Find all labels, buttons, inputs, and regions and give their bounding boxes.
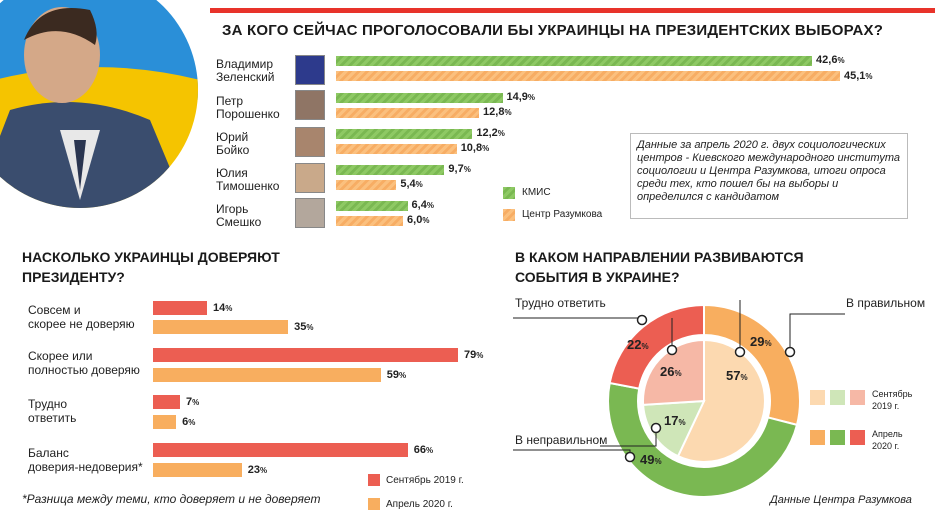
legend-swatch-apr-right bbox=[810, 430, 825, 445]
trust-footnote: *Разница между теми, кто доверяет и не д… bbox=[22, 492, 321, 506]
category-label-wrong: В неправильном bbox=[515, 433, 608, 447]
bar-kmis bbox=[336, 129, 473, 139]
value-label: 6,0% bbox=[407, 214, 430, 226]
bar-sept-2019 bbox=[153, 348, 458, 362]
marker-dot bbox=[636, 314, 648, 326]
value-label: 9,7% bbox=[448, 163, 471, 175]
value-label: 10,8% bbox=[460, 142, 490, 154]
slice-label: 22% bbox=[627, 337, 649, 352]
candidate-photo bbox=[295, 127, 325, 157]
bar-sept-2019 bbox=[153, 395, 181, 409]
slice-label: 29% bbox=[750, 334, 772, 349]
donut-slice-outer-2 bbox=[608, 303, 705, 390]
legend-swatch-sept-hard bbox=[850, 390, 865, 405]
bar-kmis bbox=[336, 56, 813, 66]
value-label: 5,4% bbox=[400, 178, 423, 190]
header-accent-bar bbox=[210, 8, 935, 13]
legend-swatch-apr-2020 bbox=[368, 498, 380, 510]
legend-swatch-sept-right bbox=[810, 390, 825, 405]
marker-dot bbox=[650, 422, 662, 434]
legend-label-sept: Сентябрь 2019 г. bbox=[872, 389, 913, 411]
direction-chart-title: В КАКОМ НАПРАВЛЕНИИ РАЗВИВАЮТСЯ СОБЫТИЯ В… bbox=[515, 249, 804, 285]
donut-slice-inner-2 bbox=[642, 338, 705, 406]
value-label: 79% bbox=[464, 349, 484, 361]
trust-category: Совсем и скорее не доверяю bbox=[28, 303, 135, 331]
slice-label: 26% bbox=[660, 364, 682, 379]
bar-kmis bbox=[336, 93, 503, 103]
bar-razumkov bbox=[336, 144, 457, 154]
slice-label: 57% bbox=[726, 368, 748, 383]
bar-apr-2020 bbox=[153, 368, 381, 382]
bar-apr-2020 bbox=[153, 463, 242, 477]
legend-label-apr-2020: Апрель 2020 г. bbox=[386, 499, 453, 510]
zelensky-illustration bbox=[0, 0, 198, 208]
bar-sept-2019 bbox=[153, 443, 408, 457]
value-label: 14,9% bbox=[506, 91, 536, 103]
marker-dot bbox=[666, 344, 678, 356]
legend-swatch-sept-2019 bbox=[368, 474, 380, 486]
marker-dot bbox=[784, 346, 796, 358]
category-label-right: В правильном bbox=[846, 296, 926, 310]
trust-category: Скорее или полностью доверяю bbox=[28, 349, 140, 377]
value-label: 12,8% bbox=[483, 106, 512, 118]
value-label: 23% bbox=[247, 464, 268, 476]
candidate-name: Петр Порошенко bbox=[216, 94, 280, 121]
bar-razumkov bbox=[336, 216, 404, 226]
leader-line bbox=[600, 428, 657, 447]
candidate-photo bbox=[295, 90, 325, 120]
legend-swatch-apr-wrong bbox=[830, 430, 845, 445]
marker-dot bbox=[624, 451, 636, 463]
candidate-name: Игорь Смешко bbox=[216, 202, 262, 229]
value-label: 35% bbox=[294, 321, 314, 333]
bar-razumkov bbox=[336, 180, 397, 190]
value-label: 14% bbox=[213, 302, 233, 314]
leader-line bbox=[513, 449, 631, 457]
candidate-name: Владимир Зеленский bbox=[216, 57, 275, 84]
leader-line bbox=[789, 313, 845, 350]
legend-swatch-sept-wrong bbox=[830, 390, 845, 405]
bar-razumkov bbox=[336, 71, 840, 81]
legend-label-kmis: КМИС bbox=[522, 187, 551, 198]
value-label: 42,6% bbox=[816, 54, 845, 66]
trust-category: Трудно ответить bbox=[28, 397, 77, 425]
legend-label-apr: Апрель 2020 г. bbox=[872, 429, 903, 451]
bar-sept-2019 bbox=[153, 301, 208, 315]
slice-label: 17% bbox=[664, 413, 686, 428]
value-label: 66% bbox=[413, 444, 434, 456]
bar-razumkov bbox=[336, 108, 480, 118]
direction-source: Данные Центра Разумкова bbox=[770, 494, 912, 506]
slice-label: 49% bbox=[640, 452, 662, 467]
candidate-name: Юлия Тимошенко bbox=[216, 166, 280, 193]
legend-label-razumkov: Центр Разумкова bbox=[522, 209, 603, 220]
value-label: 45,1% bbox=[844, 70, 873, 82]
survey-note: Данные за апрель 2020 г. двух социологич… bbox=[630, 133, 908, 219]
leader-line bbox=[513, 317, 643, 320]
marker-dot bbox=[734, 346, 746, 358]
candidate-photo bbox=[295, 55, 325, 85]
trust-chart-title: НАСКОЛЬКО УКРАИНЦЫ ДОВЕРЯЮТ ПРЕЗИДЕНТУ? bbox=[22, 249, 280, 285]
candidate-photo bbox=[295, 163, 325, 193]
value-label: 7% bbox=[186, 396, 200, 408]
bar-kmis bbox=[336, 165, 445, 175]
category-label-hard: Трудно ответить bbox=[515, 296, 606, 310]
bar-kmis bbox=[336, 201, 408, 211]
value-label: 59% bbox=[386, 369, 407, 381]
value-label: 6% bbox=[182, 416, 196, 428]
legend-swatch-kmis bbox=[503, 187, 515, 199]
candidate-photo bbox=[295, 198, 325, 228]
legend-swatch-razumkov bbox=[503, 209, 515, 221]
legend-label-sept-2019: Сентябрь 2019 г. bbox=[386, 475, 464, 486]
value-label: 6,4% bbox=[411, 199, 434, 211]
trust-category: Баланс доверия-недоверия* bbox=[28, 446, 143, 474]
candidate-name: Юрий Бойко bbox=[216, 130, 250, 157]
bar-apr-2020 bbox=[153, 320, 289, 334]
vote-chart-title: ЗА КОГО СЕЙЧАС ПРОГОЛОСОВАЛИ БЫ УКРАИНЦЫ… bbox=[222, 22, 884, 39]
value-label: 12,2% bbox=[476, 127, 505, 139]
legend-swatch-apr-hard bbox=[850, 430, 865, 445]
donut-slice-outer-1 bbox=[607, 381, 799, 498]
bar-apr-2020 bbox=[153, 415, 177, 429]
